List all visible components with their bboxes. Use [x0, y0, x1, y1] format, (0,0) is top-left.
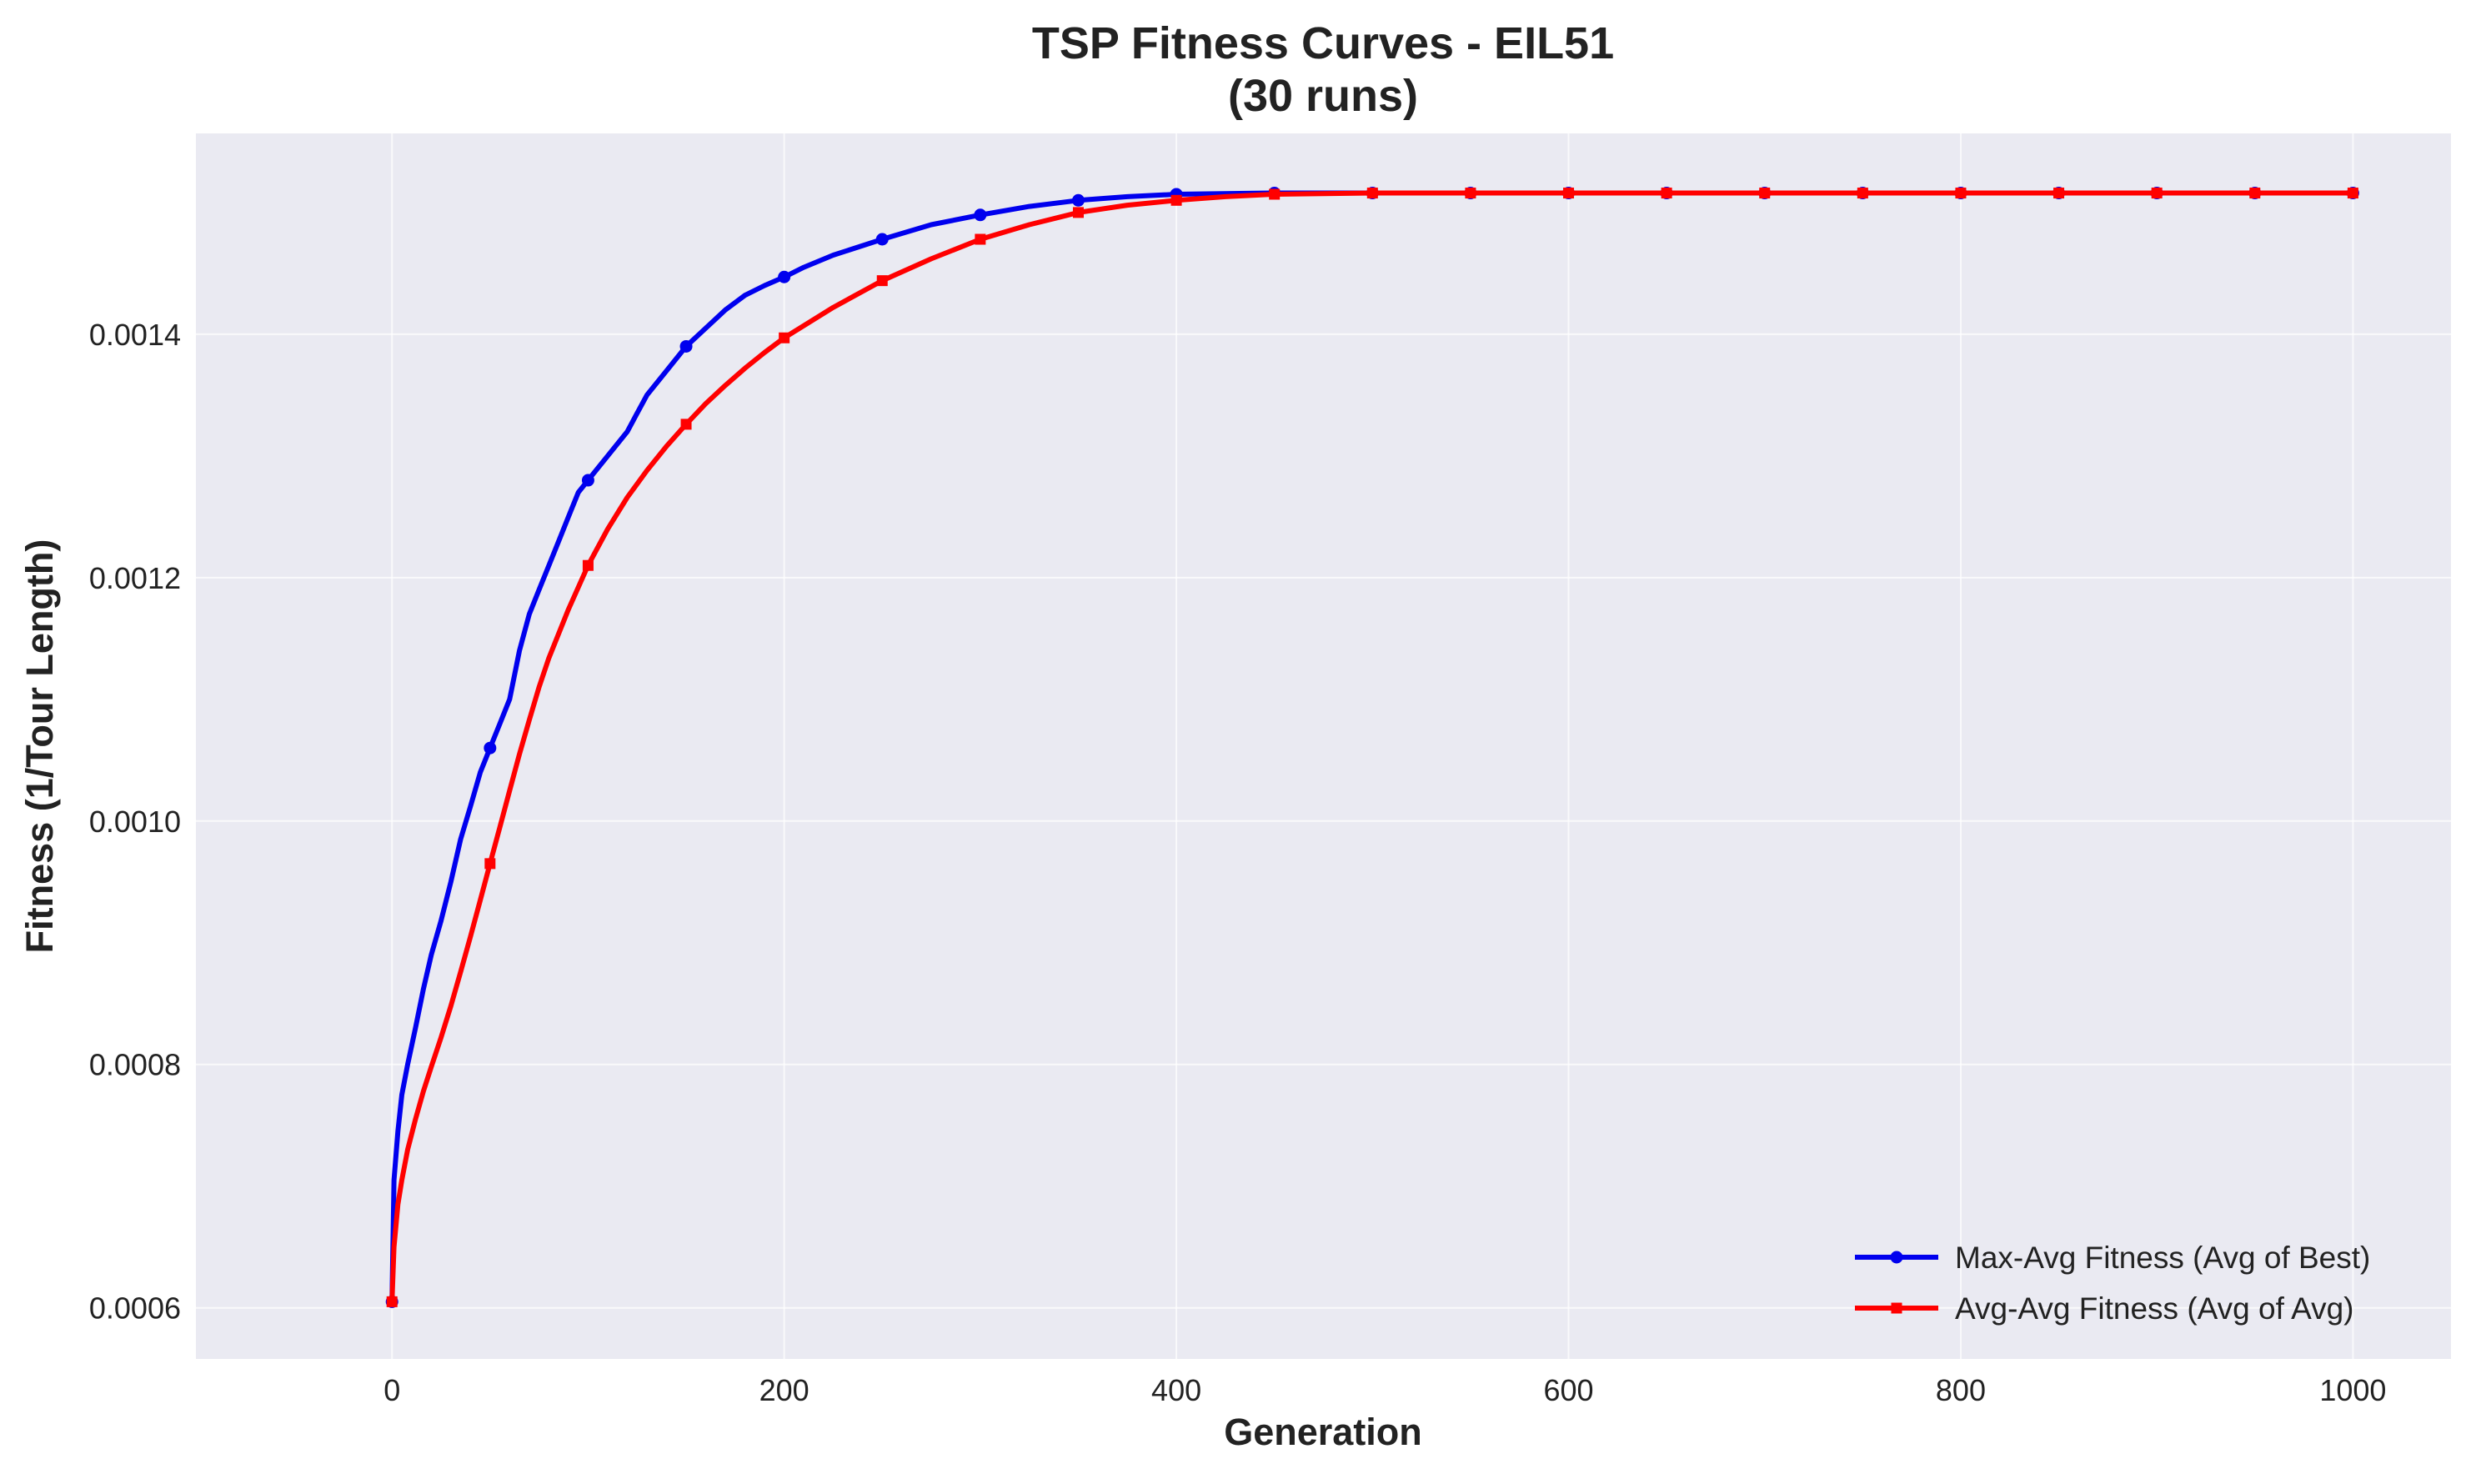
- y-tick-label: 0.0008: [89, 1048, 181, 1082]
- y-tick-label: 0.0012: [89, 561, 181, 595]
- data-point: [582, 559, 594, 571]
- data-point: [876, 275, 888, 287]
- data-point: [1759, 188, 1771, 199]
- data-point: [2249, 188, 2261, 199]
- data-point: [1071, 193, 1085, 207]
- y-axis-label: Fitness (1/Tour Length): [18, 539, 61, 954]
- data-point: [778, 270, 791, 283]
- chart-title: TSP Fitness Curves - EIL51: [1032, 18, 1614, 68]
- legend-item-1: Max-Avg Fitness (Avg of Best): [1855, 1241, 2370, 1275]
- x-tick-label: 400: [1151, 1373, 1201, 1407]
- data-point: [1366, 188, 1378, 199]
- y-tick-label: 0.0006: [89, 1291, 181, 1326]
- x-tick-label: 800: [1936, 1373, 1986, 1407]
- data-point: [1955, 188, 1967, 199]
- data-point: [1465, 188, 1476, 199]
- grid-lines: [196, 133, 2451, 1359]
- series-layer: [385, 187, 2359, 1308]
- data-point: [1072, 207, 1084, 218]
- y-tick-label: 0.0014: [89, 318, 181, 352]
- data-point: [581, 474, 594, 487]
- legend-label: Avg-Avg Fitness (Avg of Avg): [1955, 1291, 2354, 1326]
- legend: Max-Avg Fitness (Avg of Best) Avg-Avg Fit…: [1855, 1241, 2370, 1326]
- x-tick-label: 600: [1543, 1373, 1593, 1407]
- y-tick-label: 0.0010: [89, 805, 181, 839]
- data-point: [1857, 188, 1868, 199]
- data-point: [2347, 188, 2358, 199]
- legend-marker: [1891, 1302, 1902, 1314]
- plot-area: [196, 133, 2451, 1359]
- x-tick-label: 0: [383, 1373, 400, 1407]
- data-point: [779, 332, 790, 343]
- data-point: [386, 1296, 398, 1307]
- legend-label: Max-Avg Fitness (Avg of Best): [1955, 1241, 2370, 1275]
- y-tick-labels: 0.0006 0.0008 0.0010 0.0012 0.0014: [89, 318, 181, 1326]
- data-point: [2151, 188, 2163, 199]
- data-point: [2053, 188, 2065, 199]
- x-tick-label: 200: [759, 1373, 809, 1407]
- data-point: [1269, 188, 1281, 200]
- data-point: [679, 339, 693, 353]
- series-2: [386, 188, 2358, 1307]
- data-point: [484, 858, 496, 870]
- data-point: [1563, 188, 1575, 199]
- data-point: [1661, 188, 1672, 199]
- legend-marker: [1890, 1251, 1903, 1264]
- data-point: [1170, 194, 1182, 206]
- chart-subtitle: (30 runs): [1228, 71, 1418, 121]
- data-point: [975, 233, 986, 245]
- data-point: [974, 208, 987, 222]
- x-tick-label: 1000: [2319, 1373, 2386, 1407]
- data-point: [875, 233, 889, 246]
- data-point: [680, 419, 692, 430]
- legend-item-2: Avg-Avg Fitness (Avg of Avg): [1855, 1291, 2354, 1326]
- x-tick-labels: 0 200 400 600 800 1000: [383, 1373, 2386, 1407]
- x-axis-label: Generation: [1224, 1411, 1422, 1453]
- data-point: [484, 741, 497, 755]
